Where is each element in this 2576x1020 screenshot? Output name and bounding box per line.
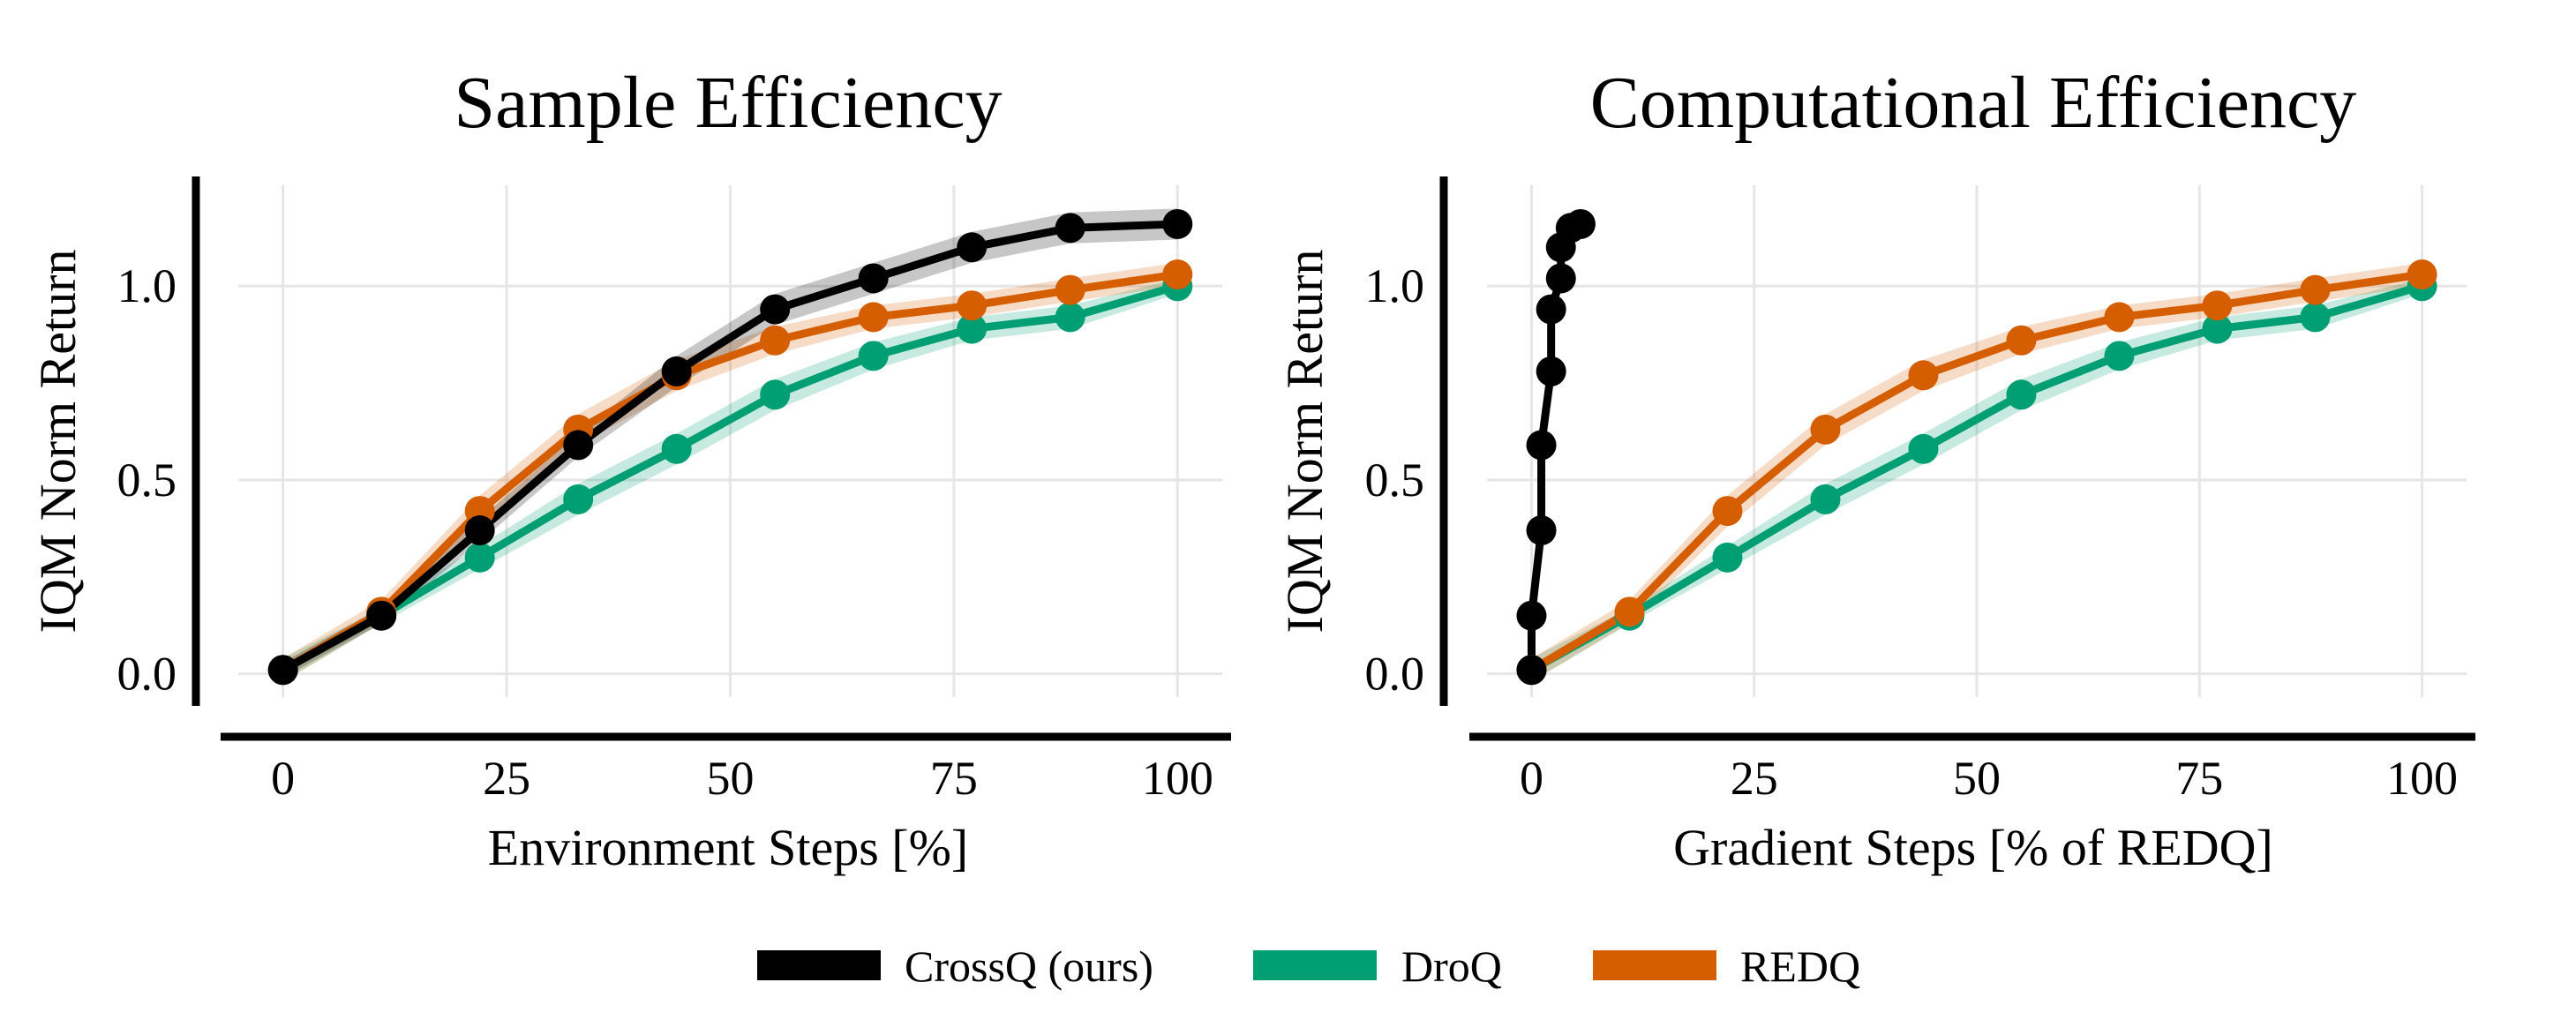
redq-point [1810, 414, 1841, 445]
crossq-ours-line [279, 220, 1182, 674]
droq-point [2300, 302, 2331, 333]
legend-swatch-redq [1593, 950, 1716, 980]
crossq-ours-point [1565, 208, 1596, 239]
redq-point [1614, 596, 1645, 627]
redq-point [1712, 496, 1743, 527]
droq-point [661, 433, 692, 464]
droq-line [1527, 281, 2427, 674]
y-tick-label: 1.0 [117, 259, 177, 312]
droq-point [1908, 433, 1939, 464]
redq-point [2104, 302, 2135, 333]
tick-labels: 0 25 50 75 100 0.0 0.5 1.0 [117, 259, 1213, 805]
redq-point [2202, 290, 2233, 321]
x-tick-label: 0 [1520, 752, 1543, 805]
redq-band [282, 262, 1178, 682]
x-tick-label: 75 [2175, 752, 2223, 805]
y-axis-label: IQM Norm Return [29, 250, 86, 634]
legend-swatch-crossq [757, 950, 881, 980]
redq-point [1162, 259, 1193, 290]
redq-point [2407, 259, 2437, 290]
crossq-ours-point [1162, 208, 1193, 239]
crossq-ours-point [1536, 356, 1566, 386]
x-tick-label: 50 [707, 752, 755, 805]
x-tick-label: 100 [2386, 752, 2458, 805]
series-points [1516, 208, 2437, 686]
y-tick-label: 0.5 [1365, 454, 1425, 506]
redq-point [2300, 274, 2331, 305]
confidence-bands [282, 208, 1178, 682]
crossq-ours-point [957, 232, 988, 263]
tick-labels: 0 25 50 75 100 0.0 0.5 1.0 [1365, 259, 2459, 805]
legend-label-droq: DroQ [1401, 941, 1502, 991]
droq-point [1810, 484, 1841, 514]
axes [1439, 176, 2475, 741]
crossq-ours-point [1055, 213, 1085, 244]
redq-point [858, 302, 889, 333]
series-points [267, 208, 1193, 686]
y-axis-label: IQM Norm Return [1276, 250, 1333, 634]
droq-point [760, 379, 791, 410]
redq-point [2006, 325, 2037, 356]
droq-band [1531, 278, 2422, 682]
legend-label-crossq: CrossQ (ours) [905, 941, 1153, 991]
droq-point [2104, 341, 2135, 371]
x-tick-label: 25 [1731, 752, 1778, 805]
crossq-ours-point [858, 263, 889, 294]
y-tick-label: 0.0 [1365, 648, 1425, 701]
chart-title: Computational Efficiency [1590, 62, 2357, 144]
chart-title: Sample Efficiency [454, 62, 1002, 144]
crossq-ours-point [1516, 655, 1547, 686]
y-tick-label: 0.0 [117, 648, 177, 701]
crossq-ours-point [760, 294, 791, 325]
redq-point [1055, 274, 1085, 305]
computational-efficiency-chart: Computational Efficiency 0 25 50 75 100 0.0 0.… [1276, 62, 2475, 876]
x-tick-label: 50 [1953, 752, 2001, 805]
droq-band [282, 278, 1178, 682]
crossq-ours-point [366, 600, 397, 631]
sample-efficiency-chart: Sample Efficiency 0 25 50 75 100 0.0 0.5 1.0 En… [29, 62, 1231, 876]
redq-point [760, 325, 791, 356]
legend-swatch-droq [1253, 950, 1377, 980]
crossq-ours-point [464, 515, 495, 546]
x-tick-label: 25 [483, 752, 530, 805]
crossq-ours-point [1536, 294, 1566, 325]
legend: CrossQ (ours) DroQ REDQ [757, 941, 1860, 991]
crossq-ours-point [563, 430, 594, 461]
crossq-ours-point [1526, 430, 1557, 461]
y-tick-label: 0.5 [117, 454, 177, 506]
redq-line [1527, 270, 2427, 674]
confidence-bands [1531, 262, 2422, 682]
droq-line [279, 281, 1182, 674]
axes [192, 176, 1231, 741]
x-axis-label: Gradient Steps [% of REDQ] [1673, 819, 2273, 876]
crossq-ours-point [1526, 515, 1557, 546]
x-tick-label: 75 [930, 752, 978, 805]
redq-line [279, 270, 1182, 674]
x-tick-label: 0 [271, 752, 295, 805]
crossq-ours-point [1545, 263, 1576, 294]
droq-point [563, 484, 594, 514]
x-tick-label: 100 [1142, 752, 1213, 805]
redq-point [1908, 360, 1939, 391]
x-axis-label: Environment Steps [%] [488, 819, 968, 876]
crossq-ours-point [661, 356, 692, 386]
droq-point [2006, 379, 2037, 410]
droq-point [858, 341, 889, 371]
droq-point [464, 542, 495, 573]
series-lines [279, 220, 1182, 674]
crossq-ours-point [1516, 600, 1547, 631]
droq-point [1712, 542, 1743, 573]
redq-band [1531, 262, 2422, 682]
y-tick-label: 1.0 [1365, 259, 1425, 312]
legend-label-redq: REDQ [1740, 941, 1860, 991]
droq-point [1055, 302, 1085, 333]
droq-point [957, 313, 988, 344]
droq-point [2202, 313, 2233, 344]
redq-point [957, 290, 988, 321]
crossq-ours-point [267, 655, 298, 686]
